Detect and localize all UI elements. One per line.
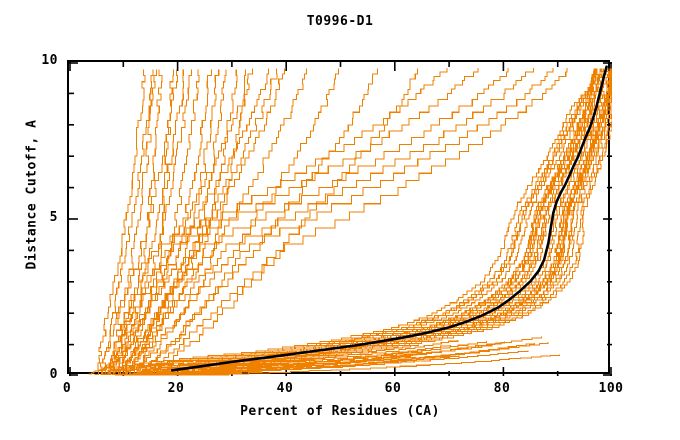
- prediction-curve: [88, 68, 595, 375]
- prediction-curve: [200, 342, 549, 376]
- prediction-curve: [196, 68, 612, 375]
- prediction-curve: [94, 69, 146, 375]
- prediction-curve: [148, 68, 418, 375]
- prediction-curve: [134, 68, 596, 375]
- prediction-curve: [186, 336, 542, 376]
- prediction-curve: [100, 67, 448, 375]
- prediction-curve: [114, 69, 212, 375]
- x-tick-label-20: 20: [167, 381, 185, 396]
- prediction-curve: [149, 67, 568, 375]
- prediction-curve: [208, 354, 561, 376]
- prediction-curve: [116, 67, 509, 375]
- x-tick-label-100: 100: [598, 381, 624, 396]
- prediction-curve: [132, 68, 597, 375]
- x-tick-label-80: 80: [493, 381, 511, 396]
- prediction-curve: [188, 68, 612, 375]
- y-tick-label-10: 10: [41, 53, 58, 68]
- y-tick-label-0: 0: [49, 367, 58, 382]
- plot-canvas: [69, 62, 612, 376]
- prediction-curve: [105, 68, 254, 375]
- prediction-curve: [106, 69, 175, 375]
- prediction-curve: [177, 68, 609, 375]
- prediction-curve: [141, 67, 554, 375]
- x-axis-title: Percent of Residues (CA): [240, 404, 440, 419]
- prediction-curve: [111, 68, 270, 375]
- prediction-curves: [88, 67, 612, 376]
- plot-area: [67, 60, 612, 376]
- prediction-curve: [108, 68, 595, 375]
- y-axis-title: Distance Cutoff, A: [24, 119, 40, 270]
- prediction-curve: [110, 67, 479, 375]
- prediction-curve: [161, 68, 604, 375]
- prediction-curve: [112, 69, 163, 375]
- prediction-curve: [141, 68, 379, 375]
- x-tick-label-40: 40: [276, 381, 294, 396]
- prediction-curve: [155, 68, 601, 375]
- prediction-curve: [118, 69, 192, 375]
- chart-title: T0996-D1: [306, 14, 374, 29]
- prediction-curve: [119, 68, 596, 375]
- y-tick-label-5: 5: [49, 210, 58, 225]
- prediction-curve: [131, 344, 419, 376]
- prediction-curve: [98, 69, 179, 375]
- prediction-curve: [212, 68, 612, 375]
- prediction-curve: [230, 68, 612, 375]
- reference-curve: [170, 65, 608, 372]
- prediction-curve: [127, 67, 535, 375]
- prediction-curve: [165, 341, 487, 376]
- prediction-curve: [129, 68, 278, 375]
- prediction-curve: [198, 68, 612, 375]
- prediction-curve: [154, 339, 459, 376]
- x-tick-label-60: 60: [384, 381, 402, 396]
- prediction-curve: [121, 69, 200, 375]
- prediction-curve: [116, 68, 285, 375]
- prediction-curve: [220, 68, 612, 375]
- x-tick-label-0: 0: [62, 381, 72, 396]
- prediction-curve: [102, 69, 185, 375]
- prediction-curve: [101, 69, 154, 375]
